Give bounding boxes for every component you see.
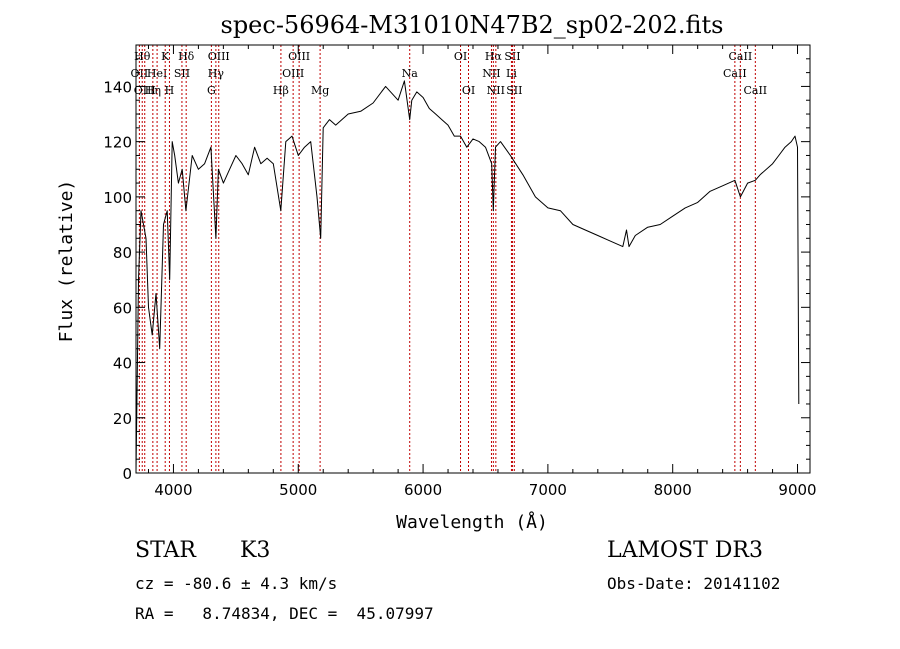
- line-label: OI: [462, 84, 475, 97]
- x-tick-label: 5000: [279, 481, 317, 499]
- x-tick-label: 9000: [778, 481, 816, 499]
- line-label: OIII: [288, 50, 310, 63]
- y-tick-label: 100: [103, 189, 132, 207]
- line-label: OIII: [134, 84, 156, 97]
- line-label: Hθ: [134, 50, 151, 63]
- y-tick-label: 40: [113, 355, 132, 373]
- line-label: Hδ: [178, 50, 195, 63]
- line-label: G: [207, 84, 216, 97]
- observation-date: Obs-Date: 20141102: [607, 574, 781, 593]
- survey-name: LAMOST DR3: [607, 538, 763, 563]
- line-label: Hβ: [273, 84, 289, 97]
- line-label: CaII: [729, 50, 753, 63]
- line-label: NII: [482, 67, 500, 80]
- line-label: NII: [487, 84, 505, 97]
- line-label: CaII: [723, 67, 747, 80]
- line-label: OI: [454, 50, 467, 63]
- line-label: SII: [504, 50, 520, 63]
- x-tick-label: 7000: [529, 481, 567, 499]
- object-class: STAR: [135, 538, 196, 563]
- coordinates: RA = 8.74834, DEC = 45.07997: [135, 604, 434, 623]
- line-label: OIII: [208, 50, 230, 63]
- spectral-line-markers: OIIHθOIIIHηHeIKHSIIHδGHγOIIIHβOIIIOIIIMg…: [131, 45, 767, 473]
- line-label: Li: [506, 67, 517, 80]
- y-tick-label: 0: [122, 465, 132, 483]
- axis-ticks: 4000 5000 6000 7000 8000 9000 0 20 40 60 80 100 120 1…: [103, 45, 817, 499]
- line-label: Hα: [485, 50, 503, 63]
- line-label: HeI: [147, 67, 167, 80]
- line-label: Na: [402, 67, 419, 80]
- line-label: SII: [506, 84, 522, 97]
- plot-frame: [135, 44, 811, 474]
- line-label: CaII: [743, 84, 767, 97]
- line-label: Hγ: [208, 67, 225, 80]
- y-tick-label: 120: [103, 134, 132, 152]
- line-label: Mg: [311, 84, 329, 97]
- y-tick-label: 20: [113, 410, 132, 428]
- y-tick-label: 80: [113, 244, 132, 262]
- spectrum-line: [135, 80, 800, 474]
- x-tick-label: 4000: [154, 481, 192, 499]
- object-subclass: K3: [240, 538, 271, 563]
- line-label: SII: [174, 67, 190, 80]
- line-label: OII: [131, 67, 149, 80]
- x-tick-label: 6000: [404, 481, 442, 499]
- series-layer: [135, 80, 800, 474]
- line-label: H: [165, 84, 175, 97]
- x-axis-label: Wavelength (Å): [396, 511, 548, 533]
- y-tick-label: 140: [103, 78, 132, 96]
- x-tick-label: 8000: [654, 481, 692, 499]
- line-label: K: [161, 50, 170, 63]
- chart-title: spec-56964-M31010N47B2_sp02-202.fits: [221, 11, 724, 39]
- y-tick-label: 60: [113, 299, 132, 317]
- redshift-cz: cz = -80.6 ± 4.3 km/s: [135, 574, 338, 593]
- line-label: Hη: [145, 84, 161, 97]
- spectrum-chart: spec-56964-M31010N47B2_sp02-202.fits OII…: [56, 11, 817, 533]
- line-label: OIII: [282, 67, 304, 80]
- y-axis-label: Flux (relative): [56, 180, 77, 343]
